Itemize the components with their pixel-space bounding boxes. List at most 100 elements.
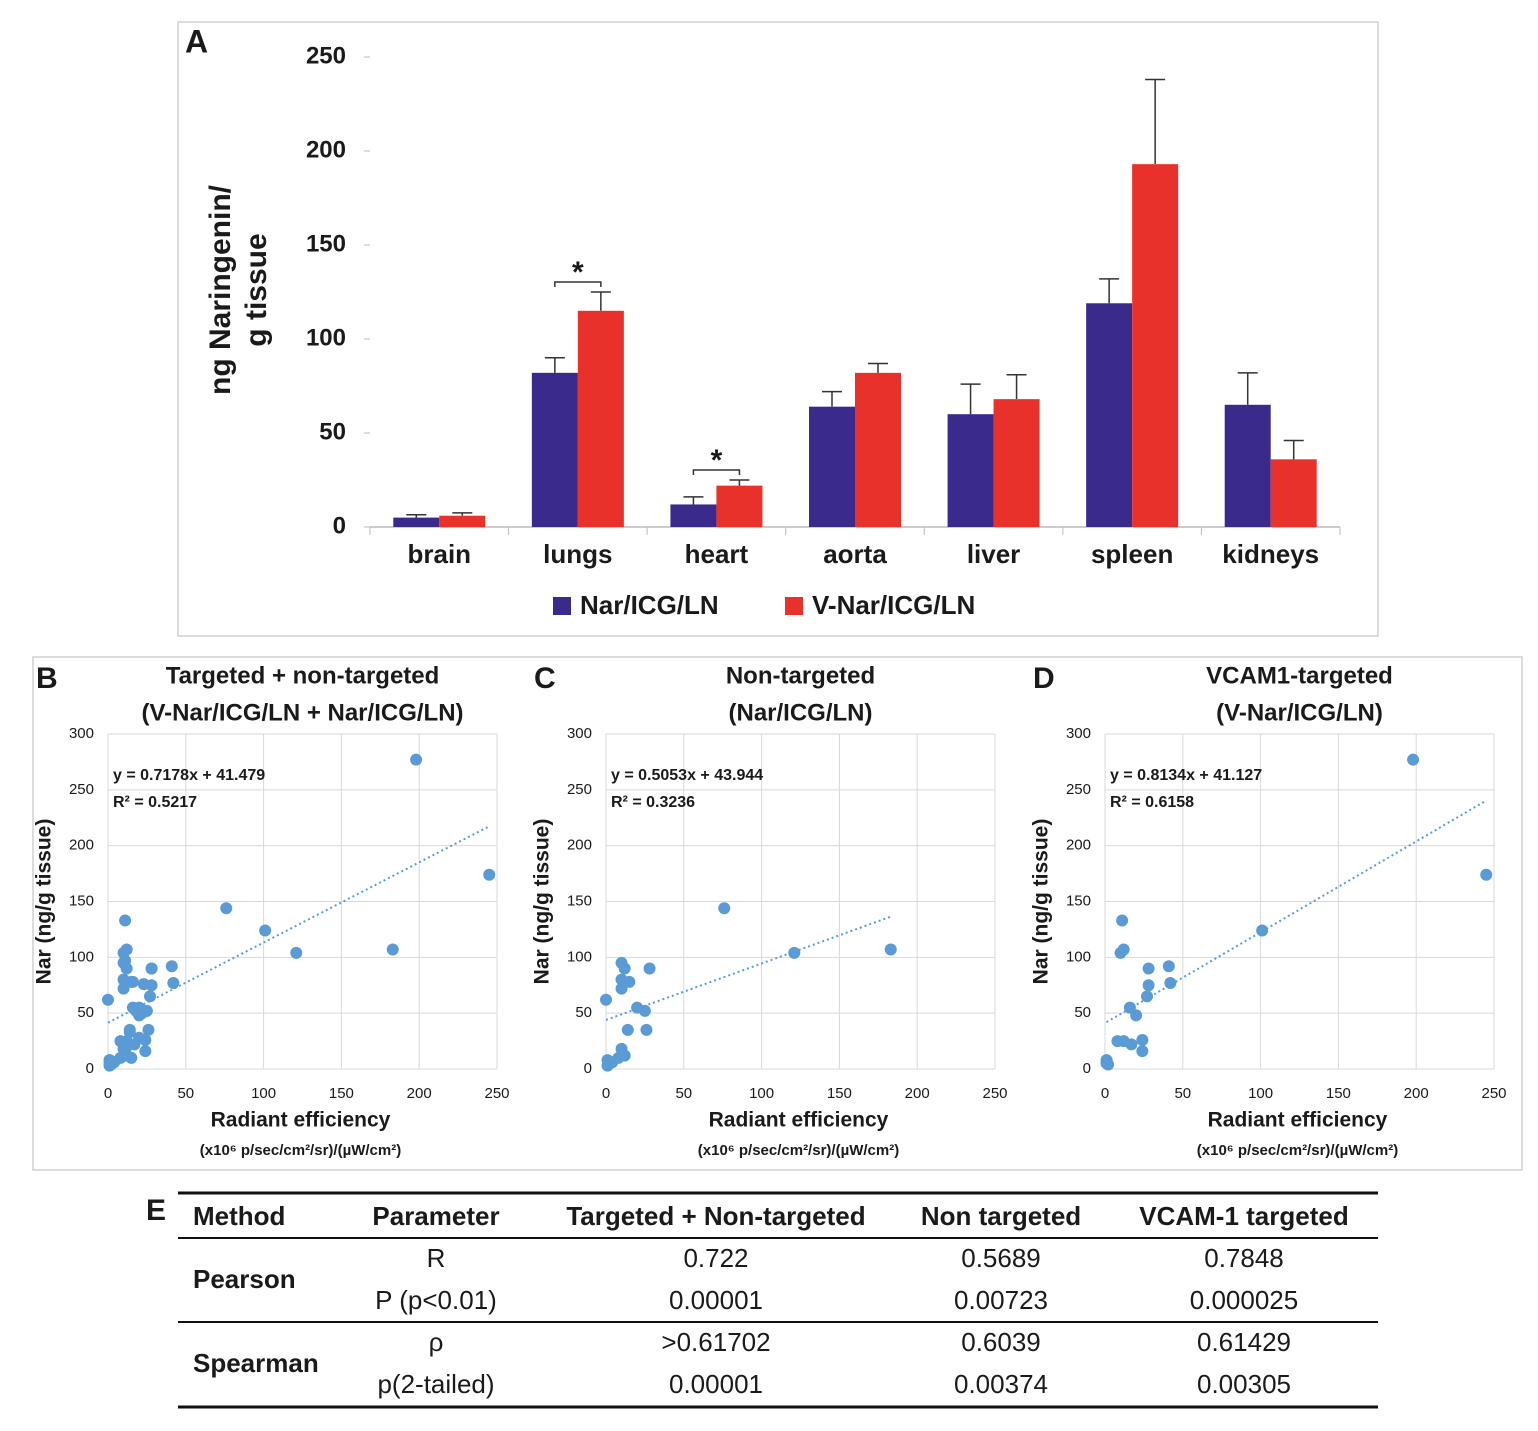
x-tick-label: 50 (1174, 1085, 1191, 1102)
bar (577, 310, 624, 527)
point (1141, 990, 1154, 1003)
point (1407, 753, 1420, 766)
bar (393, 517, 440, 527)
error-bar (683, 496, 704, 505)
panel-label: E (146, 1194, 166, 1227)
table-cell: 0.00723 (954, 1285, 1048, 1315)
point (114, 1051, 127, 1064)
y-tick-label: 300 (1066, 725, 1091, 742)
trendline (605, 915, 892, 1021)
point (618, 962, 631, 975)
x-tick-label: 150 (1326, 1085, 1351, 1102)
point (1102, 1058, 1115, 1071)
x-tick-label: aorta (823, 539, 887, 569)
point (788, 946, 801, 959)
x-tick-label: lungs (543, 539, 612, 569)
table-cell: 0.00374 (954, 1369, 1048, 1399)
trendline (107, 825, 490, 1024)
table-header: Method (193, 1201, 285, 1231)
x-tick-label: 150 (827, 1085, 852, 1102)
table-cell: 0.00001 (669, 1285, 763, 1315)
y-tick-label: 50 (319, 418, 346, 445)
point (167, 977, 180, 990)
point (139, 1045, 152, 1058)
error-bar (590, 291, 611, 311)
point (220, 902, 233, 915)
significance-bracket (554, 281, 602, 287)
table-cell: 0.722 (683, 1243, 748, 1273)
y-axis-title: Nar (ng/g tissue) (1030, 819, 1053, 985)
bar (439, 515, 486, 527)
legend-label: V-Nar/ICG/LN (812, 590, 975, 620)
y-tick-label: 100 (1066, 948, 1091, 965)
error-bar (1237, 372, 1258, 405)
x-axis-units: (x10⁶ p/sec/cm²/sr)/(µW/cm²) (200, 1142, 401, 1159)
point (1136, 1033, 1149, 1046)
table-cell: 0.00001 (669, 1369, 763, 1399)
r-squared: R² = 0.3236 (611, 794, 695, 811)
point (1480, 868, 1493, 881)
x-tick-label: 250 (1481, 1085, 1506, 1102)
r-squared: R² = 0.5217 (113, 794, 197, 811)
bar (947, 414, 994, 527)
table-cell: 0.6039 (961, 1327, 1041, 1357)
chart-title: Non-targeted (726, 662, 875, 689)
point (142, 1023, 155, 1036)
error-bar (868, 362, 888, 373)
point (615, 982, 628, 995)
point (145, 962, 158, 975)
x-axis-units: (x10⁶ p/sec/cm²/sr)/(µW/cm²) (698, 1142, 899, 1159)
y-tick-label: 150 (567, 892, 592, 909)
point (130, 1004, 143, 1017)
error-bar (822, 390, 842, 407)
bar (809, 406, 855, 527)
point (1142, 962, 1155, 975)
panel-label: B (36, 662, 58, 695)
table-cell: ρ (429, 1327, 444, 1357)
x-tick-label: 200 (1404, 1085, 1429, 1102)
panel-bcd-frame (32, 656, 1523, 1171)
x-tick-label: 250 (982, 1085, 1007, 1102)
table-header: VCAM-1 targeted (1139, 1201, 1348, 1231)
panel-label: A (185, 23, 208, 59)
chart-title: (Nar/ICG/LN) (729, 699, 873, 726)
point (119, 954, 132, 967)
point (105, 1058, 118, 1071)
table-header: Targeted + Non-targeted (566, 1201, 865, 1231)
error-bar (544, 357, 565, 373)
table-method: Spearman (193, 1348, 319, 1378)
table-cell: 0.5689 (961, 1243, 1041, 1273)
y-tick-label: 0 (333, 512, 346, 539)
y-tick-label: 150 (306, 230, 346, 257)
table-cell: 0.000025 (1190, 1285, 1298, 1315)
point (1256, 924, 1269, 937)
x-axis-title: Radiant efficiency (211, 1109, 391, 1132)
x-tick-label: 100 (1248, 1085, 1273, 1102)
point (1162, 960, 1175, 973)
y-tick-label: 250 (567, 781, 592, 798)
point (117, 982, 130, 995)
panel-label: C (534, 662, 556, 695)
point (638, 1004, 651, 1017)
panel-label: D (1033, 662, 1055, 695)
x-tick-label: 100 (251, 1085, 276, 1102)
table-cell: 0.7848 (1204, 1243, 1284, 1273)
bar (1224, 404, 1271, 527)
r-squared: R² = 0.6158 (1110, 794, 1194, 811)
y-tick-label: 250 (1066, 781, 1091, 798)
point (123, 1026, 136, 1039)
y-tick-label: 0 (1083, 1060, 1091, 1077)
y-tick-label: 100 (69, 948, 94, 965)
y-tick-label: 200 (567, 837, 592, 854)
chart-title: (V-Nar/ICG/LN + Nar/ICG/LN) (141, 699, 463, 726)
y-tick-label: 200 (1066, 837, 1091, 854)
error-bar (1099, 278, 1120, 304)
point (612, 1051, 625, 1064)
point (1114, 946, 1127, 959)
bar (1086, 303, 1133, 527)
error-bar (1283, 439, 1304, 460)
point (259, 924, 272, 937)
trendline (1106, 799, 1487, 1024)
point (165, 960, 178, 973)
x-tick-label: 150 (329, 1085, 354, 1102)
